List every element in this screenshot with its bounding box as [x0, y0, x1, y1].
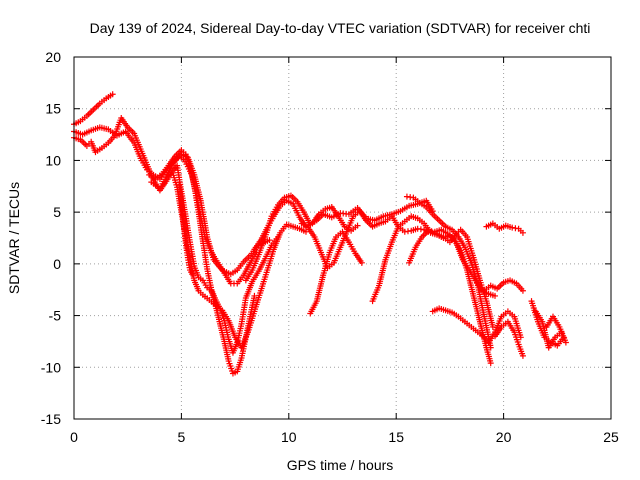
- x-axis-label: GPS time / hours: [287, 457, 394, 473]
- data-point-markers: [307, 228, 365, 317]
- data-point-markers: [242, 192, 436, 284]
- y-tick-label: -10: [41, 359, 61, 375]
- series-trace-20: [532, 308, 565, 351]
- data-point-markers: [481, 277, 526, 294]
- y-tick-label: -15: [41, 411, 61, 427]
- y-axis-label: SDTVAR / TECUs: [6, 182, 22, 294]
- data-point-markers: [483, 220, 526, 236]
- series-trace-13: [403, 193, 494, 351]
- series-trace-21: [543, 313, 569, 346]
- data-point-markers: [176, 182, 196, 278]
- series-trace-14: [406, 226, 494, 367]
- x-tick-label: 20: [496, 429, 512, 445]
- chart-title: Day 139 of 2024, Sidereal Day-to-day VTE…: [90, 20, 591, 36]
- data-point-markers: [163, 153, 260, 287]
- data-point-markers: [403, 193, 494, 351]
- data-point-markers: [532, 308, 565, 351]
- series-trace-17: [483, 220, 526, 236]
- data-point-markers: [492, 318, 526, 359]
- series-trace-18: [492, 318, 526, 359]
- series-trace-8: [242, 192, 436, 284]
- data-point-markers: [369, 213, 496, 330]
- y-tick-label: 10: [45, 152, 61, 168]
- y-tick-label: -5: [49, 308, 62, 324]
- series-trace-2: [71, 124, 273, 278]
- y-tick-label: 0: [53, 256, 61, 272]
- plot-frame: [73, 56, 612, 420]
- series-trace-11: [307, 228, 365, 317]
- tick-labels: 0 5 10 15 20 25 -15 -10 -5 0 5 10 15 20: [41, 49, 619, 445]
- series-trace-16: [481, 277, 526, 294]
- x-tick-label: 15: [388, 429, 404, 445]
- data-marks: [71, 91, 569, 377]
- series-trace-12: [369, 213, 496, 330]
- x-tick-label: 25: [603, 429, 619, 445]
- grid: [74, 57, 611, 419]
- series-trace-7: [176, 182, 196, 278]
- data-point-markers: [71, 124, 273, 278]
- x-tick-label: 5: [178, 429, 186, 445]
- y-tick-label: 5: [53, 204, 61, 220]
- series-trace-6: [163, 153, 260, 287]
- y-tick-label: 15: [45, 101, 61, 117]
- data-point-markers: [543, 313, 569, 346]
- x-tick-label: 0: [70, 429, 78, 445]
- series-trace-1: [71, 91, 116, 128]
- x-tick-label: 10: [281, 429, 297, 445]
- data-point-markers: [406, 226, 494, 367]
- y-tick-label: 20: [45, 49, 61, 65]
- data-point-markers: [71, 91, 116, 128]
